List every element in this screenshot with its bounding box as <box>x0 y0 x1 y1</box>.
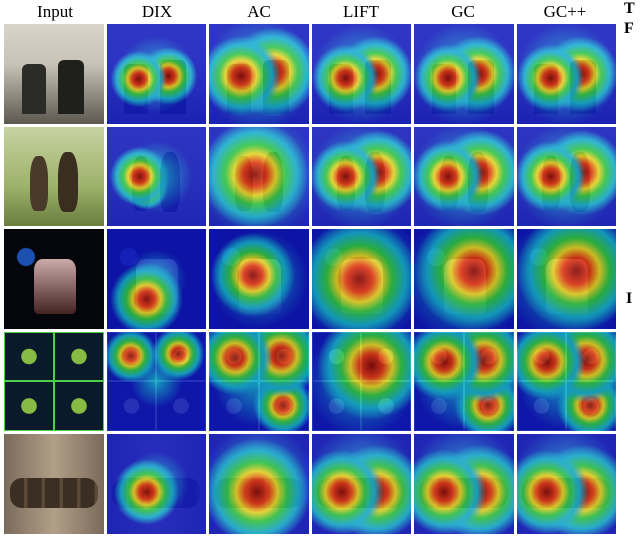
cell-bugs-ac <box>209 332 309 432</box>
heatmap-overlay <box>107 127 207 227</box>
cell-birds-gcpp <box>517 127 617 227</box>
margin-text-i: I <box>626 290 632 308</box>
cell-photographers-input <box>4 24 104 124</box>
heatmap-overlay <box>517 332 617 432</box>
cell-fish-gc <box>414 434 514 534</box>
cell-bugs-lift <box>312 332 412 432</box>
column-header-input: Input <box>4 2 106 22</box>
cell-birds-dix <box>107 127 207 227</box>
column-header-gcpp: GC++ <box>514 2 616 22</box>
heatmap-overlay <box>517 229 617 329</box>
cell-bugs-gcpp <box>517 332 617 432</box>
cell-birds-lift <box>312 127 412 227</box>
margin-text-t: T <box>624 0 635 18</box>
comparison-figure: InputDIXACLIFTGCGC++ <box>4 0 616 534</box>
heatmap-overlay <box>209 24 309 124</box>
cell-bugs-input <box>4 332 104 432</box>
heatmap-overlay <box>209 332 309 432</box>
heatmap-overlay <box>312 127 412 227</box>
cell-photographers-lift <box>312 24 412 124</box>
heatmap-overlay <box>414 127 514 227</box>
cell-fish-dix <box>107 434 207 534</box>
cell-photographers-ac <box>209 24 309 124</box>
column-header-row: InputDIXACLIFTGCGC++ <box>4 0 616 24</box>
cell-photographers-dix <box>107 24 207 124</box>
column-header-ac: AC <box>208 2 310 22</box>
heatmap-overlay <box>414 24 514 124</box>
cell-photographers-gcpp <box>517 24 617 124</box>
cell-singer-gc <box>414 229 514 329</box>
cell-bugs-gc <box>414 332 514 432</box>
cell-fish-ac <box>209 434 309 534</box>
heatmap-overlay <box>414 434 514 534</box>
cell-birds-input <box>4 127 104 227</box>
heatmap-overlay <box>107 229 207 329</box>
cell-singer-input <box>4 229 104 329</box>
cell-singer-ac <box>209 229 309 329</box>
heatmap-overlay <box>312 332 412 432</box>
cell-singer-dix <box>107 229 207 329</box>
margin-text-f: F <box>624 20 634 38</box>
column-header-dix: DIX <box>106 2 208 22</box>
cell-fish-gcpp <box>517 434 617 534</box>
heatmap-overlay <box>312 434 412 534</box>
heatmap-overlay <box>209 434 309 534</box>
heatmap-overlay <box>517 127 617 227</box>
heatmap-overlay <box>107 332 207 432</box>
cell-birds-ac <box>209 127 309 227</box>
cell-singer-lift <box>312 229 412 329</box>
heatmap-overlay <box>414 332 514 432</box>
heatmap-overlay <box>107 434 207 534</box>
heatmap-overlay <box>312 24 412 124</box>
heatmap-overlay <box>312 229 412 329</box>
cell-photographers-gc <box>414 24 514 124</box>
column-header-gc: GC <box>412 2 514 22</box>
cell-fish-input <box>4 434 104 534</box>
heatmap-overlay <box>517 24 617 124</box>
column-header-lift: LIFT <box>310 2 412 22</box>
right-margin-fragments: T F I <box>620 0 640 546</box>
heatmap-overlay <box>209 229 309 329</box>
heatmap-overlay <box>414 229 514 329</box>
cell-birds-gc <box>414 127 514 227</box>
cell-fish-lift <box>312 434 412 534</box>
cell-bugs-dix <box>107 332 207 432</box>
cell-singer-gcpp <box>517 229 617 329</box>
image-grid <box>4 24 616 534</box>
heatmap-overlay <box>107 24 207 124</box>
heatmap-overlay <box>209 127 309 227</box>
heatmap-overlay <box>517 434 617 534</box>
